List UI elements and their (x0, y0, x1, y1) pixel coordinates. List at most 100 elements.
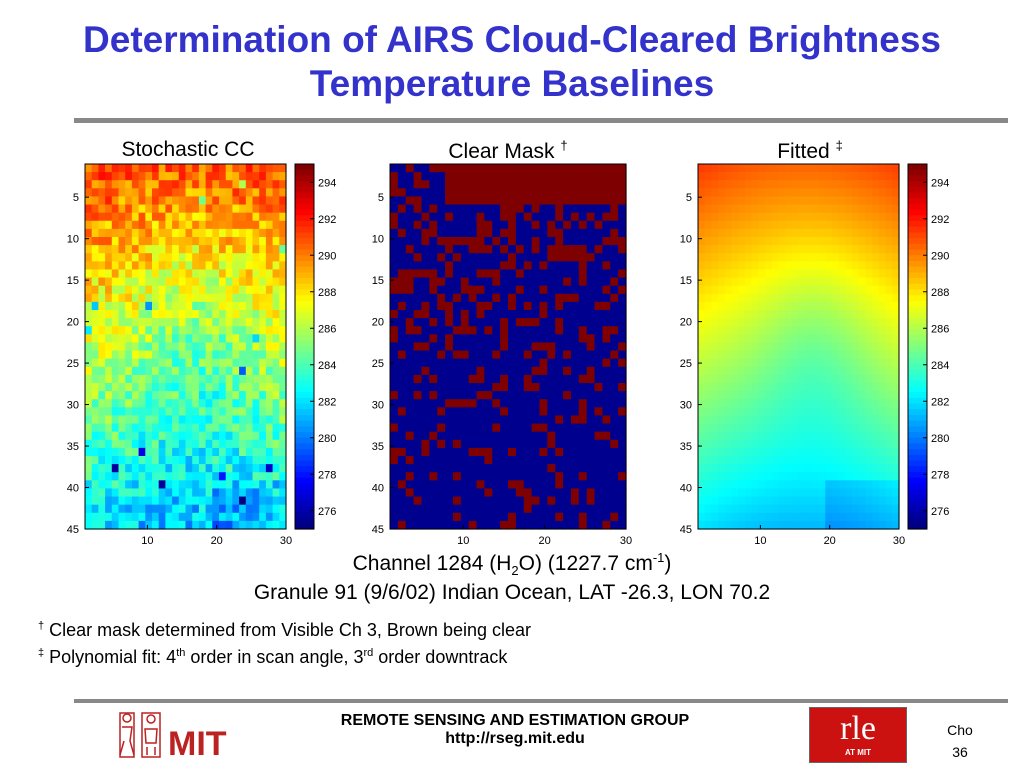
heatmap-cell (138, 456, 146, 465)
heatmap-cell (484, 342, 493, 352)
heatmap-cell (872, 212, 880, 222)
heatmap-cell (131, 431, 140, 441)
heatmap-cell (105, 342, 113, 352)
heatmap-cell (704, 480, 712, 490)
heatmap-cell (500, 520, 509, 530)
heatmap-cell (252, 431, 260, 441)
heatmap-cell (390, 391, 399, 400)
heatmap-cell (484, 261, 493, 271)
heatmap-cell (405, 512, 415, 522)
heatmap-cell (539, 318, 548, 327)
heatmap-cell (547, 464, 556, 473)
heatmap-cell (390, 212, 399, 222)
heatmap-cell (845, 285, 853, 295)
heatmap-cell (239, 196, 247, 206)
heatmap-cell (771, 164, 779, 173)
heatmap-cell (232, 212, 240, 222)
heatmap-cell (111, 228, 120, 238)
heatmap-cell (165, 261, 173, 271)
heatmap-cell (98, 196, 106, 206)
heatmap-cell (429, 391, 438, 400)
heatmap-cell (811, 383, 820, 392)
heatmap-cell (805, 180, 813, 189)
heatmap-cell (878, 220, 887, 230)
heatmap-cell (858, 407, 867, 417)
heatmap-cell (610, 237, 619, 246)
heatmap-cell (838, 212, 846, 222)
heatmap-cell (212, 496, 220, 506)
heatmap-cell (405, 212, 415, 222)
heatmap-cell (105, 164, 113, 173)
heatmap-cell (718, 472, 726, 481)
heatmap-cell (265, 520, 274, 530)
heatmap-cell (152, 245, 160, 254)
heatmap-cell (531, 439, 541, 449)
heatmap-cell (845, 220, 853, 230)
footer-url[interactable]: http://rseg.mit.edu (445, 730, 585, 747)
heatmap-cell (452, 253, 462, 262)
heatmap-cell (744, 480, 753, 490)
heatmap-cell (818, 269, 826, 279)
heatmap-cell (245, 293, 254, 303)
colorbar-step (295, 375, 314, 382)
heatmap-cell (858, 342, 867, 352)
heatmap-cell (508, 488, 517, 498)
heatmap-cell (704, 496, 712, 506)
heatmap-cell (758, 196, 766, 206)
heatmap-cell (878, 407, 887, 417)
heatmap-cell (515, 366, 525, 376)
heatmap-cell (259, 456, 267, 465)
heatmap-cell (452, 520, 462, 530)
heatmap-cell (421, 415, 430, 425)
heatmap-cell (698, 391, 706, 400)
heatmap-cell (825, 472, 833, 481)
heatmap-cell (832, 423, 840, 433)
heatmap-cell (698, 245, 706, 254)
heatmap-cell (825, 261, 833, 271)
heatmap-cell (397, 472, 407, 481)
heatmap-cell (765, 350, 773, 360)
heatmap-cell (225, 407, 233, 417)
heatmap-cell (500, 472, 509, 481)
heatmap-cell (279, 480, 287, 490)
heatmap-cell (484, 391, 493, 400)
heatmap-cell (390, 447, 399, 457)
heatmap-cell (508, 366, 517, 376)
heatmap-cell (892, 472, 900, 481)
heatmap-cell (85, 520, 93, 530)
heatmap-cell (878, 228, 887, 238)
heatmap-cell (397, 415, 407, 425)
heatmap-cell (791, 374, 800, 384)
heatmap-cell (798, 374, 806, 384)
heatmap-cell (798, 269, 806, 279)
heatmap-cell (152, 326, 160, 335)
heatmap-cell (111, 293, 120, 303)
heatmap-cell (492, 188, 501, 198)
heatmap-cell (125, 342, 133, 352)
heatmap-cell (578, 464, 588, 473)
heatmap-cell (452, 310, 462, 319)
heatmap-cell (225, 253, 233, 262)
heatmap-cell (185, 447, 193, 457)
heatmap-cell (212, 407, 220, 417)
heatmap-cell (279, 504, 287, 514)
heatmap-cell (279, 431, 287, 441)
heatmap-cell (570, 318, 580, 327)
heatmap-cell (811, 269, 820, 279)
heatmap-cell (618, 464, 627, 473)
heatmap-cell (785, 488, 793, 498)
heatmap-cell (594, 342, 603, 352)
heatmap-cell (618, 301, 627, 311)
heatmap-cell (785, 204, 793, 214)
heatmap-cell (272, 277, 280, 287)
heatmap-cell (198, 488, 207, 498)
heatmap-cell (771, 196, 779, 206)
heatmap-cell (602, 512, 611, 522)
heatmap-cell (198, 237, 207, 246)
heatmap-cell (731, 439, 739, 449)
heatmap-cell (138, 228, 146, 238)
heatmap-cell (178, 172, 187, 181)
heatmap-cell (500, 237, 509, 246)
heatmap-cell (751, 415, 759, 425)
heatmap-cell (205, 318, 213, 327)
